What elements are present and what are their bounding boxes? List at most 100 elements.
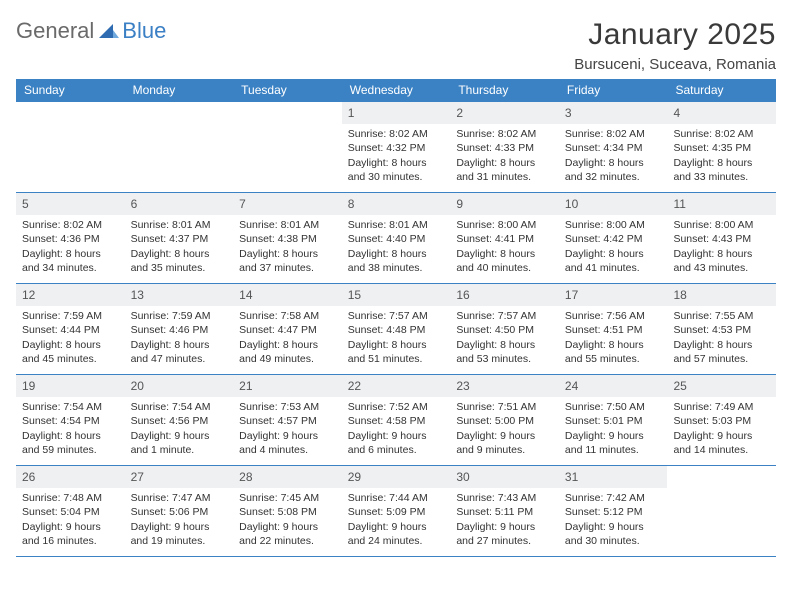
weekday-header: Wednesday bbox=[342, 79, 451, 102]
sunset-line: Sunset: 5:04 PM bbox=[22, 505, 119, 519]
day-details: Sunrise: 8:02 AMSunset: 4:34 PMDaylight:… bbox=[559, 124, 668, 190]
weekday-header-row: SundayMondayTuesdayWednesdayThursdayFrid… bbox=[16, 79, 776, 102]
sunset-line: Sunset: 4:35 PM bbox=[673, 141, 770, 155]
calendar-day-cell: 14Sunrise: 7:58 AMSunset: 4:47 PMDayligh… bbox=[233, 284, 342, 374]
day-details: Sunrise: 7:43 AMSunset: 5:11 PMDaylight:… bbox=[450, 488, 559, 554]
day-number: 20 bbox=[125, 375, 234, 397]
day-number: 31 bbox=[559, 466, 668, 488]
weeks-container: ...1Sunrise: 8:02 AMSunset: 4:32 PMDayli… bbox=[16, 102, 776, 557]
day-details: Sunrise: 7:52 AMSunset: 4:58 PMDaylight:… bbox=[342, 397, 451, 463]
calendar-day-cell: 25Sunrise: 7:49 AMSunset: 5:03 PMDayligh… bbox=[667, 375, 776, 465]
sunrise-line: Sunrise: 7:52 AM bbox=[348, 400, 445, 414]
sunrise-line: Sunrise: 7:49 AM bbox=[673, 400, 770, 414]
logo-word-blue: Blue bbox=[122, 18, 166, 44]
day-number: 12 bbox=[16, 284, 125, 306]
day-details: Sunrise: 7:59 AMSunset: 4:44 PMDaylight:… bbox=[16, 306, 125, 372]
day-details: Sunrise: 8:01 AMSunset: 4:37 PMDaylight:… bbox=[125, 215, 234, 281]
sunset-line: Sunset: 4:42 PM bbox=[565, 232, 662, 246]
day-details: Sunrise: 8:01 AMSunset: 4:40 PMDaylight:… bbox=[342, 215, 451, 281]
day-details: Sunrise: 7:48 AMSunset: 5:04 PMDaylight:… bbox=[16, 488, 125, 554]
day-number: 22 bbox=[342, 375, 451, 397]
calendar-day-cell: 11Sunrise: 8:00 AMSunset: 4:43 PMDayligh… bbox=[667, 193, 776, 283]
day-details: Sunrise: 7:57 AMSunset: 4:50 PMDaylight:… bbox=[450, 306, 559, 372]
sunset-line: Sunset: 4:32 PM bbox=[348, 141, 445, 155]
daylight-line: Daylight: 9 hours and 16 minutes. bbox=[22, 520, 119, 548]
sunrise-line: Sunrise: 7:55 AM bbox=[673, 309, 770, 323]
calendar-day-cell: 15Sunrise: 7:57 AMSunset: 4:48 PMDayligh… bbox=[342, 284, 451, 374]
calendar-day-cell: 24Sunrise: 7:50 AMSunset: 5:01 PMDayligh… bbox=[559, 375, 668, 465]
sunrise-line: Sunrise: 7:54 AM bbox=[131, 400, 228, 414]
day-number: 10 bbox=[559, 193, 668, 215]
sunrise-line: Sunrise: 8:02 AM bbox=[456, 127, 553, 141]
calendar-day-cell: 23Sunrise: 7:51 AMSunset: 5:00 PMDayligh… bbox=[450, 375, 559, 465]
calendar-day-cell: 6Sunrise: 8:01 AMSunset: 4:37 PMDaylight… bbox=[125, 193, 234, 283]
daylight-line: Daylight: 8 hours and 55 minutes. bbox=[565, 338, 662, 366]
daylight-line: Daylight: 9 hours and 22 minutes. bbox=[239, 520, 336, 548]
calendar-day-cell: 5Sunrise: 8:02 AMSunset: 4:36 PMDaylight… bbox=[16, 193, 125, 283]
day-number: 2 bbox=[450, 102, 559, 124]
day-number: 29 bbox=[342, 466, 451, 488]
sunrise-line: Sunrise: 7:42 AM bbox=[565, 491, 662, 505]
sunrise-line: Sunrise: 7:50 AM bbox=[565, 400, 662, 414]
day-details: Sunrise: 7:42 AMSunset: 5:12 PMDaylight:… bbox=[559, 488, 668, 554]
sunset-line: Sunset: 4:46 PM bbox=[131, 323, 228, 337]
sunset-line: Sunset: 4:43 PM bbox=[673, 232, 770, 246]
sunset-line: Sunset: 5:06 PM bbox=[131, 505, 228, 519]
day-details: Sunrise: 7:51 AMSunset: 5:00 PMDaylight:… bbox=[450, 397, 559, 463]
daylight-line: Daylight: 9 hours and 19 minutes. bbox=[131, 520, 228, 548]
daylight-line: Daylight: 8 hours and 59 minutes. bbox=[22, 429, 119, 457]
sunset-line: Sunset: 4:38 PM bbox=[239, 232, 336, 246]
day-number: 15 bbox=[342, 284, 451, 306]
calendar-day-cell: 21Sunrise: 7:53 AMSunset: 4:57 PMDayligh… bbox=[233, 375, 342, 465]
daylight-line: Daylight: 8 hours and 43 minutes. bbox=[673, 247, 770, 275]
calendar-day-cell: . bbox=[667, 466, 776, 556]
daylight-line: Daylight: 8 hours and 34 minutes. bbox=[22, 247, 119, 275]
sunrise-line: Sunrise: 8:00 AM bbox=[456, 218, 553, 232]
day-details: Sunrise: 7:55 AMSunset: 4:53 PMDaylight:… bbox=[667, 306, 776, 372]
day-details: Sunrise: 7:56 AMSunset: 4:51 PMDaylight:… bbox=[559, 306, 668, 372]
daylight-line: Daylight: 8 hours and 47 minutes. bbox=[131, 338, 228, 366]
calendar-day-cell: 20Sunrise: 7:54 AMSunset: 4:56 PMDayligh… bbox=[125, 375, 234, 465]
sunrise-line: Sunrise: 7:53 AM bbox=[239, 400, 336, 414]
daylight-line: Daylight: 9 hours and 9 minutes. bbox=[456, 429, 553, 457]
sunrise-line: Sunrise: 7:51 AM bbox=[456, 400, 553, 414]
day-details: Sunrise: 8:00 AMSunset: 4:41 PMDaylight:… bbox=[450, 215, 559, 281]
weekday-header: Friday bbox=[559, 79, 668, 102]
sunset-line: Sunset: 4:54 PM bbox=[22, 414, 119, 428]
sunrise-line: Sunrise: 7:47 AM bbox=[131, 491, 228, 505]
daylight-line: Daylight: 8 hours and 38 minutes. bbox=[348, 247, 445, 275]
day-details: Sunrise: 8:01 AMSunset: 4:38 PMDaylight:… bbox=[233, 215, 342, 281]
weekday-header: Sunday bbox=[16, 79, 125, 102]
day-details: Sunrise: 7:59 AMSunset: 4:46 PMDaylight:… bbox=[125, 306, 234, 372]
sunset-line: Sunset: 4:53 PM bbox=[673, 323, 770, 337]
calendar-day-cell: 4Sunrise: 8:02 AMSunset: 4:35 PMDaylight… bbox=[667, 102, 776, 192]
sunset-line: Sunset: 4:48 PM bbox=[348, 323, 445, 337]
sunrise-line: Sunrise: 8:01 AM bbox=[239, 218, 336, 232]
day-number: 16 bbox=[450, 284, 559, 306]
day-number: 19 bbox=[16, 375, 125, 397]
sunset-line: Sunset: 4:37 PM bbox=[131, 232, 228, 246]
day-number: 3 bbox=[559, 102, 668, 124]
logo: General Blue bbox=[16, 18, 166, 44]
day-number: 6 bbox=[125, 193, 234, 215]
daylight-line: Daylight: 9 hours and 4 minutes. bbox=[239, 429, 336, 457]
day-details: Sunrise: 8:00 AMSunset: 4:43 PMDaylight:… bbox=[667, 215, 776, 281]
calendar-day-cell: 16Sunrise: 7:57 AMSunset: 4:50 PMDayligh… bbox=[450, 284, 559, 374]
day-number: 14 bbox=[233, 284, 342, 306]
weekday-header: Saturday bbox=[667, 79, 776, 102]
daylight-line: Daylight: 8 hours and 53 minutes. bbox=[456, 338, 553, 366]
sunset-line: Sunset: 4:36 PM bbox=[22, 232, 119, 246]
calendar-day-cell: 19Sunrise: 7:54 AMSunset: 4:54 PMDayligh… bbox=[16, 375, 125, 465]
day-number: 27 bbox=[125, 466, 234, 488]
day-number: 1 bbox=[342, 102, 451, 124]
daylight-line: Daylight: 9 hours and 27 minutes. bbox=[456, 520, 553, 548]
logo-triangle-icon bbox=[99, 18, 119, 44]
daylight-line: Daylight: 9 hours and 11 minutes. bbox=[565, 429, 662, 457]
daylight-line: Daylight: 8 hours and 31 minutes. bbox=[456, 156, 553, 184]
day-number: 17 bbox=[559, 284, 668, 306]
day-number: 9 bbox=[450, 193, 559, 215]
calendar-day-cell: 22Sunrise: 7:52 AMSunset: 4:58 PMDayligh… bbox=[342, 375, 451, 465]
sunset-line: Sunset: 4:33 PM bbox=[456, 141, 553, 155]
day-number: 30 bbox=[450, 466, 559, 488]
sunset-line: Sunset: 4:44 PM bbox=[22, 323, 119, 337]
